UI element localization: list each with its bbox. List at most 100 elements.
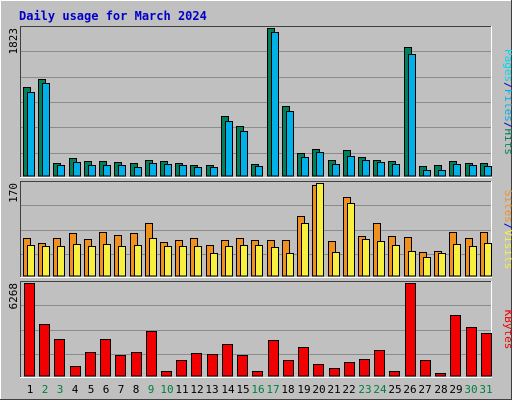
day-label-15: 15 — [236, 383, 249, 396]
y-max-label: 1823 — [7, 28, 20, 55]
day-label-17: 17 — [266, 383, 279, 396]
bar-files-day-20 — [316, 152, 324, 177]
day-label-26: 26 — [403, 383, 416, 396]
bar-kbytes-day-16 — [252, 371, 263, 377]
bar-files-day-15 — [240, 131, 248, 177]
day-label-16: 16 — [251, 383, 264, 396]
day-label-5: 5 — [88, 383, 95, 396]
legend-label: Pages — [502, 49, 512, 82]
bar-kbytes-day-11 — [176, 360, 187, 377]
bar-kbytes-day-30 — [466, 327, 477, 377]
x-axis-day-labels: 1 2 3 4 5 6 7 8 9 10 11 12 13 14 15 16 17 18 19 20 21 22 23 24 2… — [27, 383, 493, 396]
bar-sites-day-8 — [134, 245, 142, 277]
bar-files-day-23 — [362, 160, 370, 177]
bar-files-day-2 — [42, 83, 50, 177]
bar-sites-day-27 — [423, 257, 431, 277]
bar-files-day-22 — [347, 156, 355, 177]
bar-sites-day-22 — [347, 203, 355, 277]
legend-label: / — [502, 223, 512, 230]
bar-sites-day-9 — [149, 238, 157, 277]
bar-kbytes-day-31 — [481, 333, 492, 377]
bar-kbytes-day-10 — [161, 371, 172, 377]
series-legend-visits-sites: Sites/Visits — [502, 190, 512, 270]
bar-files-day-4 — [73, 162, 81, 177]
panel-visits-sites: 170 Sites/Visits — [7, 181, 512, 278]
bar-files-day-17 — [271, 32, 279, 177]
series-legend-hits-files-pages: Pages/Files/Hits — [502, 49, 512, 155]
bar-sites-day-5 — [88, 246, 96, 277]
bar-sites-day-30 — [469, 246, 477, 277]
bar-sites-day-10 — [164, 246, 172, 277]
bar-sites-day-31 — [484, 243, 492, 277]
day-label-14: 14 — [221, 383, 235, 396]
bar-files-day-25 — [392, 164, 400, 177]
bar-files-day-6 — [103, 165, 111, 177]
day-label-9: 9 — [148, 383, 155, 396]
day-label-29: 29 — [449, 383, 462, 396]
day-label-7: 7 — [118, 383, 125, 396]
bar-sites-day-19 — [301, 223, 309, 277]
bar-sites-day-4 — [73, 244, 81, 277]
day-label-1: 1 — [27, 383, 34, 396]
bar-files-day-14 — [225, 121, 233, 177]
bar-kbytes-day-28 — [435, 373, 446, 377]
bar-files-day-7 — [118, 165, 126, 177]
day-label-10: 10 — [160, 383, 173, 396]
bar-files-day-8 — [134, 167, 142, 177]
bar-kbytes-day-27 — [420, 360, 431, 377]
bar-files-day-5 — [88, 165, 96, 177]
bar-files-day-18 — [286, 111, 294, 177]
bar-kbytes-day-21 — [329, 368, 340, 377]
day-label-28: 28 — [434, 383, 447, 396]
bar-sites-day-14 — [225, 246, 233, 277]
bar-kbytes-day-5 — [85, 352, 96, 377]
bar-files-day-26 — [408, 54, 416, 177]
day-label-20: 20 — [312, 383, 325, 396]
day-label-21: 21 — [327, 383, 340, 396]
bar-files-day-30 — [469, 165, 477, 177]
bar-kbytes-day-13 — [207, 354, 218, 377]
chart-title: Daily usage for March 2024 — [19, 9, 207, 23]
bar-sites-day-1 — [27, 245, 35, 277]
bar-kbytes-day-7 — [115, 355, 126, 377]
legend-label: / — [502, 82, 512, 89]
bar-sites-day-28 — [438, 253, 446, 277]
bar-files-day-3 — [57, 165, 65, 177]
legend-label: Sites — [502, 190, 512, 223]
day-label-3: 3 — [57, 383, 64, 396]
bar-kbytes-day-19 — [298, 347, 309, 377]
legend-label: Visits — [502, 230, 512, 270]
day-label-8: 8 — [133, 383, 140, 396]
bar-sites-day-3 — [57, 246, 65, 277]
bar-sites-day-23 — [362, 239, 370, 277]
legend-label: / — [502, 122, 512, 129]
day-label-23: 23 — [358, 383, 371, 396]
bar-files-day-10 — [164, 164, 172, 177]
bar-kbytes-day-12 — [191, 353, 202, 377]
bar-sites-day-18 — [286, 253, 294, 277]
bar-kbytes-day-8 — [131, 352, 142, 377]
bar-kbytes-day-23 — [359, 359, 370, 377]
day-label-12: 12 — [190, 383, 203, 396]
y-max-label: 6268 — [7, 283, 20, 310]
bar-sites-day-25 — [392, 245, 400, 277]
bar-files-day-9 — [149, 163, 157, 177]
panel-hits-files-pages: 1823 Pages/Files/Hits — [7, 26, 512, 178]
series-legend-kbytes: KBytes — [502, 310, 512, 350]
day-label-11: 11 — [175, 383, 188, 396]
bar-sites-day-15 — [240, 245, 248, 277]
bar-sites-day-24 — [377, 241, 385, 277]
bar-files-day-16 — [255, 166, 263, 177]
day-label-31: 31 — [479, 383, 492, 396]
panel-kbytes: 6268 KBytes — [7, 281, 512, 378]
bar-kbytes-day-2 — [39, 324, 50, 377]
bar-kbytes-day-22 — [344, 362, 355, 377]
bar-sites-day-2 — [42, 246, 50, 277]
day-label-19: 19 — [297, 383, 310, 396]
bar-kbytes-day-26 — [405, 283, 416, 377]
bar-sites-day-16 — [255, 245, 263, 277]
bar-files-day-11 — [179, 165, 187, 177]
legend-label: KBytes — [502, 310, 512, 350]
day-label-13: 13 — [205, 383, 218, 396]
bar-files-day-1 — [27, 92, 35, 177]
